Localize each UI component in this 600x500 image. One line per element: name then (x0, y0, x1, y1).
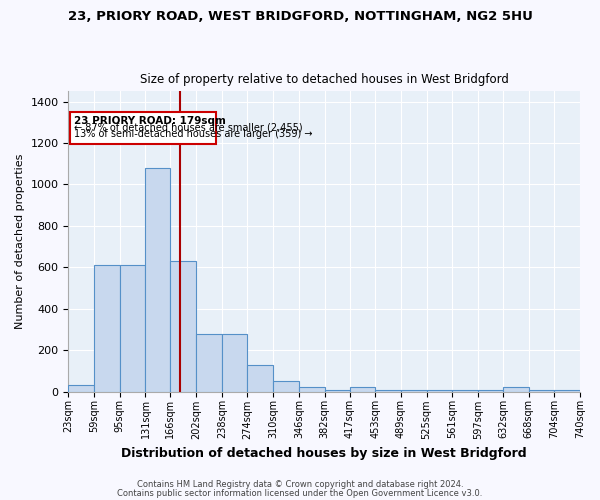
Bar (452, 390, 478, 392)
Text: Contains HM Land Registry data © Crown copyright and database right 2024.: Contains HM Land Registry data © Crown c… (137, 480, 463, 489)
Bar (529, 390, 554, 392)
Bar (170, 261, 196, 392)
FancyBboxPatch shape (70, 112, 216, 144)
Bar (427, 390, 452, 392)
Bar (145, 168, 170, 392)
Y-axis label: Number of detached properties: Number of detached properties (15, 154, 25, 329)
Text: 13% of semi-detached houses are larger (359) →: 13% of semi-detached houses are larger (… (74, 128, 313, 138)
Bar (554, 390, 580, 392)
Bar (350, 388, 375, 392)
Bar (401, 390, 427, 392)
Bar (247, 364, 273, 392)
Bar (68, 386, 94, 392)
Bar (222, 334, 247, 392)
Bar (478, 390, 503, 392)
Text: 23, PRIORY ROAD, WEST BRIDGFORD, NOTTINGHAM, NG2 5HU: 23, PRIORY ROAD, WEST BRIDGFORD, NOTTING… (68, 10, 532, 23)
Bar (325, 390, 350, 392)
Bar (375, 390, 401, 392)
Bar (94, 265, 120, 392)
Bar (120, 265, 145, 392)
Title: Size of property relative to detached houses in West Bridgford: Size of property relative to detached ho… (140, 73, 509, 86)
Bar (273, 381, 299, 392)
Bar (196, 334, 222, 392)
Bar (503, 388, 529, 392)
Text: Contains public sector information licensed under the Open Government Licence v3: Contains public sector information licen… (118, 488, 482, 498)
Text: 23 PRIORY ROAD: 179sqm: 23 PRIORY ROAD: 179sqm (74, 116, 226, 126)
Bar (299, 388, 325, 392)
X-axis label: Distribution of detached houses by size in West Bridgford: Distribution of detached houses by size … (121, 447, 527, 460)
Text: ← 87% of detached houses are smaller (2,455): ← 87% of detached houses are smaller (2,… (74, 122, 303, 132)
